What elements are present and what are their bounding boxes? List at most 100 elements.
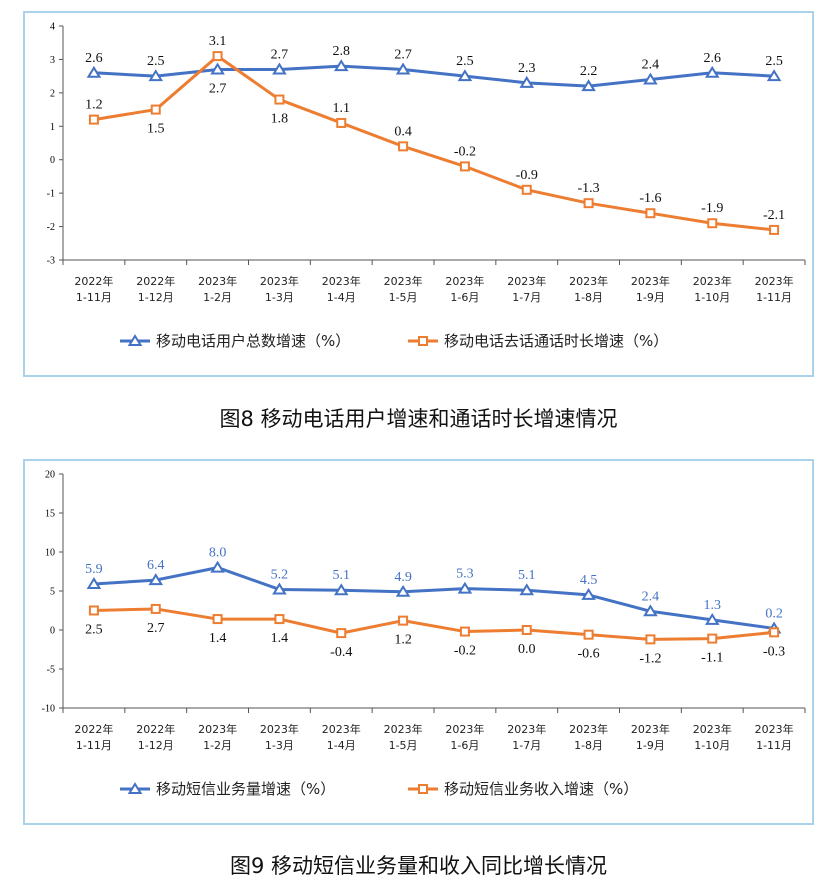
- square-marker: [769, 627, 780, 638]
- data-label: 1.4: [209, 631, 227, 646]
- square-marker: [583, 629, 594, 640]
- data-label: 2.8: [333, 44, 351, 59]
- x-tick-label-year: 2023年: [384, 274, 423, 288]
- series-line-triangle: [93, 566, 775, 630]
- y-tick-label: 0: [50, 626, 55, 637]
- x-tick-label-period: 1-3月: [265, 291, 294, 304]
- x-tick-label-period: 1-2月: [203, 291, 232, 304]
- data-label: -2.1: [763, 208, 785, 223]
- data-label: 1.2: [85, 98, 103, 113]
- data-label: 1.4: [271, 631, 289, 646]
- triangle-marker: [457, 581, 473, 594]
- x-tick-label-year: 2023年: [755, 274, 794, 288]
- data-label: -0.4: [330, 645, 352, 660]
- data-label: 4.5: [580, 573, 598, 588]
- x-tick-label-year: 2022年: [136, 274, 175, 288]
- data-label: 2.3: [518, 61, 536, 76]
- y-tick-label: 0: [50, 155, 55, 166]
- triangle-marker: [457, 69, 473, 82]
- x-tick-label-period: 1-10月: [694, 739, 730, 752]
- triangle-marker: [581, 79, 596, 92]
- x-tick-label-year: 2023年: [384, 722, 423, 736]
- square-marker: [88, 605, 99, 616]
- data-label: 2.7: [271, 47, 289, 62]
- data-label: 2.5: [765, 54, 783, 69]
- x-tick-label-period: 1-7月: [512, 739, 541, 752]
- square-marker: [645, 208, 656, 219]
- data-label: 5.9: [85, 562, 103, 577]
- data-label: 2.4: [642, 57, 660, 72]
- chart-panel-1: 4 3 2 1 0 -1 -2 -3 2022年 1-11月 2022年 1-12月 2023年 1-2月…: [23, 11, 814, 377]
- triangle-marker: [704, 612, 720, 625]
- x-tick-label-year: 2023年: [569, 722, 608, 736]
- x-tick-label-period: 1-8月: [574, 291, 603, 304]
- square-marker: [707, 633, 718, 644]
- data-label: 0.0: [518, 642, 536, 657]
- x-tick-label-period: 1-11月: [756, 739, 792, 752]
- y-tick-label: -3: [47, 256, 55, 267]
- x-tick-label-period: 1-9月: [636, 739, 665, 752]
- data-label: 8.0: [209, 546, 227, 561]
- chart-panel-2: 20 15 10 5 0 -5 -10 2022年 1-11月 2022年 1-12月 2023年 1-…: [23, 459, 814, 825]
- legend-label: 移动短信业务收入增速（%）: [444, 780, 638, 798]
- triangle-marker: [148, 69, 164, 82]
- data-label: 5.2: [271, 567, 289, 582]
- x-tick-label-year: 2023年: [507, 722, 546, 736]
- x-tick-label-period: 1-5月: [389, 291, 418, 304]
- data-label: 1.8: [271, 112, 289, 127]
- triangle-marker: [210, 62, 225, 75]
- square-marker: [212, 614, 223, 625]
- data-label: 2.4: [642, 589, 660, 604]
- legend-triangle-icon: [127, 782, 143, 794]
- data-label: -1.6: [639, 191, 661, 206]
- data-label: 2.5: [456, 54, 474, 69]
- data-label: 2.7: [394, 47, 412, 62]
- legend-label: 移动电话用户总数增速（%）: [156, 332, 350, 350]
- square-marker: [150, 603, 161, 614]
- legend-label: 移动短信业务量增速（%）: [156, 780, 335, 798]
- data-label: 1.1: [333, 101, 351, 116]
- x-tick-label-year: 2023年: [631, 722, 670, 736]
- data-label: -0.6: [577, 647, 599, 662]
- x-tick-label-period: 1-4月: [327, 739, 356, 752]
- data-label: 0.4: [394, 124, 412, 139]
- data-label: 1.2: [394, 633, 412, 648]
- x-tick-label-year: 2022年: [74, 274, 113, 288]
- data-label: 2.6: [704, 51, 722, 66]
- x-tick-label-year: 2023年: [260, 274, 299, 288]
- data-label: 5.1: [333, 568, 351, 583]
- x-tick-label-period: 1-8月: [574, 739, 603, 752]
- x-tick-label-year: 2023年: [569, 274, 608, 288]
- y-tick-label: -2: [47, 222, 55, 233]
- x-tick-label-period: 1-2月: [203, 739, 232, 752]
- data-label: -0.2: [454, 644, 476, 659]
- triangle-marker: [581, 587, 596, 600]
- x-tick-label-period: 1-6月: [450, 739, 479, 752]
- x-tick-label-year: 2022年: [136, 722, 175, 736]
- chart-2-svg: 20 15 10 5 0 -5 -10 2022年 1-11月 2022年 1-12月 2023年 1-…: [42, 470, 806, 798]
- square-marker: [398, 141, 409, 152]
- x-tick-label-year: 2023年: [260, 722, 299, 736]
- triangle-marker: [395, 584, 411, 597]
- y-tick-label: 5: [50, 587, 55, 598]
- x-tick-label-period: 1-3月: [265, 739, 294, 752]
- square-marker: [336, 628, 347, 639]
- square-marker: [274, 94, 285, 105]
- x-tick-label-period: 1-5月: [389, 739, 418, 752]
- data-label: 2.5: [85, 623, 103, 638]
- y-tick-label: -10: [42, 704, 55, 715]
- data-label: -1.9: [701, 201, 723, 216]
- series-line-square: [93, 607, 775, 641]
- x-tick-label-period: 1-12月: [138, 291, 174, 304]
- y-tick-label: 3: [50, 55, 55, 66]
- x-tick-label-year: 2023年: [507, 274, 546, 288]
- data-label: 5.3: [456, 567, 474, 582]
- square-marker: [769, 224, 780, 235]
- y-tick-label: 10: [45, 548, 55, 559]
- triangle-marker: [519, 75, 535, 88]
- square-marker: [336, 117, 347, 128]
- triangle-marker: [86, 65, 102, 78]
- x-tick-label-period: 1-11月: [76, 291, 112, 304]
- triangle-marker: [86, 577, 102, 589]
- chart-2-caption: 图9 移动短信业务量和收入同比增长情况: [229, 854, 608, 878]
